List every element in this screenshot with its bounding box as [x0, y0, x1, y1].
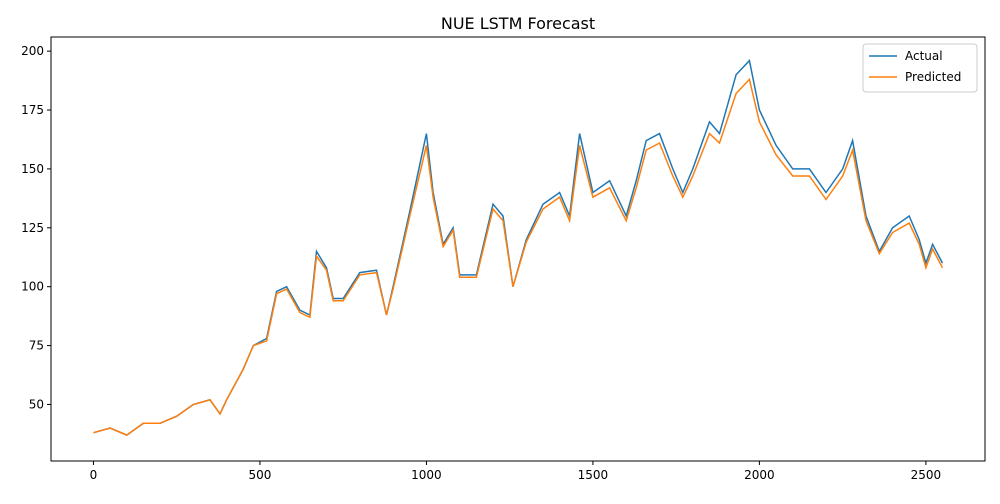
y-tick-label: 150: [21, 162, 44, 176]
y-tick-label: 125: [21, 221, 44, 235]
y-tick-label: 100: [21, 280, 44, 294]
y-tick-label: 200: [21, 44, 44, 58]
x-tick-label: 2000: [744, 468, 775, 482]
y-tick-label: 175: [21, 103, 44, 117]
legend-label: Predicted: [905, 70, 961, 84]
series-line: [93, 59, 944, 436]
x-tick-label: 2500: [911, 468, 942, 482]
x-tick-label: 1000: [411, 468, 442, 482]
series-line: [93, 77, 944, 436]
y-tick-label: 75: [29, 339, 44, 353]
chart-title: NUE LSTM Forecast: [441, 14, 595, 33]
legend-label: Actual: [905, 49, 943, 63]
x-tick-label: 1500: [578, 468, 609, 482]
x-tick-label: 500: [248, 468, 271, 482]
x-tick-label: 0: [90, 468, 98, 482]
plot-frame: [50, 36, 986, 462]
y-tick-label: 50: [29, 397, 44, 411]
